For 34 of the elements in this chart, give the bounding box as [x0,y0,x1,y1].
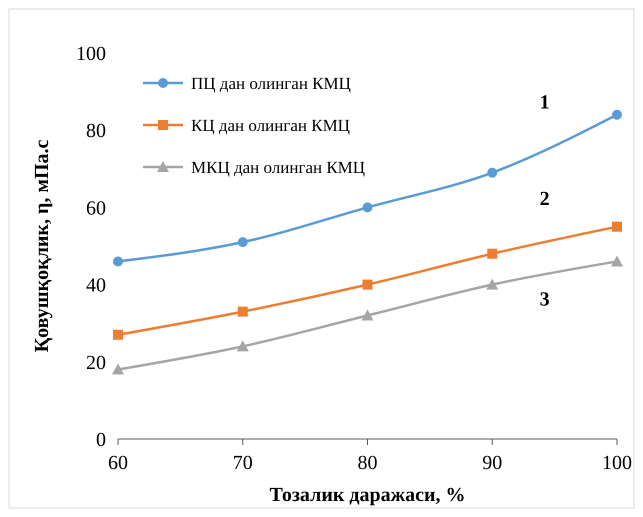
point [486,278,498,290]
y-tick-label: 40 [86,274,106,297]
point [612,110,622,120]
point [362,202,372,212]
legend-label: ПЦ дан олинган КМЦ [191,74,351,93]
y-tick-label: 60 [86,197,106,220]
point [112,364,124,375]
y-tick-label: 80 [86,120,106,142]
x-tick-label: 90 [482,452,502,474]
y-axis-title: Қовушқоқлик, η, мПа.с [31,140,53,352]
x-axis-title: Тозалик даражаси, % [269,484,466,506]
point [362,309,374,320]
y-tick-label: 0 [96,429,106,451]
x-tick-label: 70 [232,452,253,474]
x-tick-label: 100 [602,452,632,474]
point [236,340,249,352]
legend-label: КЦ дан олинган КМЦ [191,116,350,135]
annotation: 2 [540,188,550,210]
point [362,280,372,290]
point [611,255,623,266]
point [612,222,622,232]
point [238,306,248,317]
point [487,248,498,259]
annotation: 1 [540,91,550,114]
point [113,256,123,266]
legend-label: МКЦ дан олинган КМЦ [191,158,366,177]
x-tick-label: 60 [108,452,128,474]
point [113,330,123,340]
x-tick-label: 80 [358,452,378,474]
y-tick-label: 100 [76,43,106,65]
point [487,168,498,178]
point [238,237,248,248]
annotation: 3 [540,288,550,311]
y-tick-label: 20 [86,352,106,374]
